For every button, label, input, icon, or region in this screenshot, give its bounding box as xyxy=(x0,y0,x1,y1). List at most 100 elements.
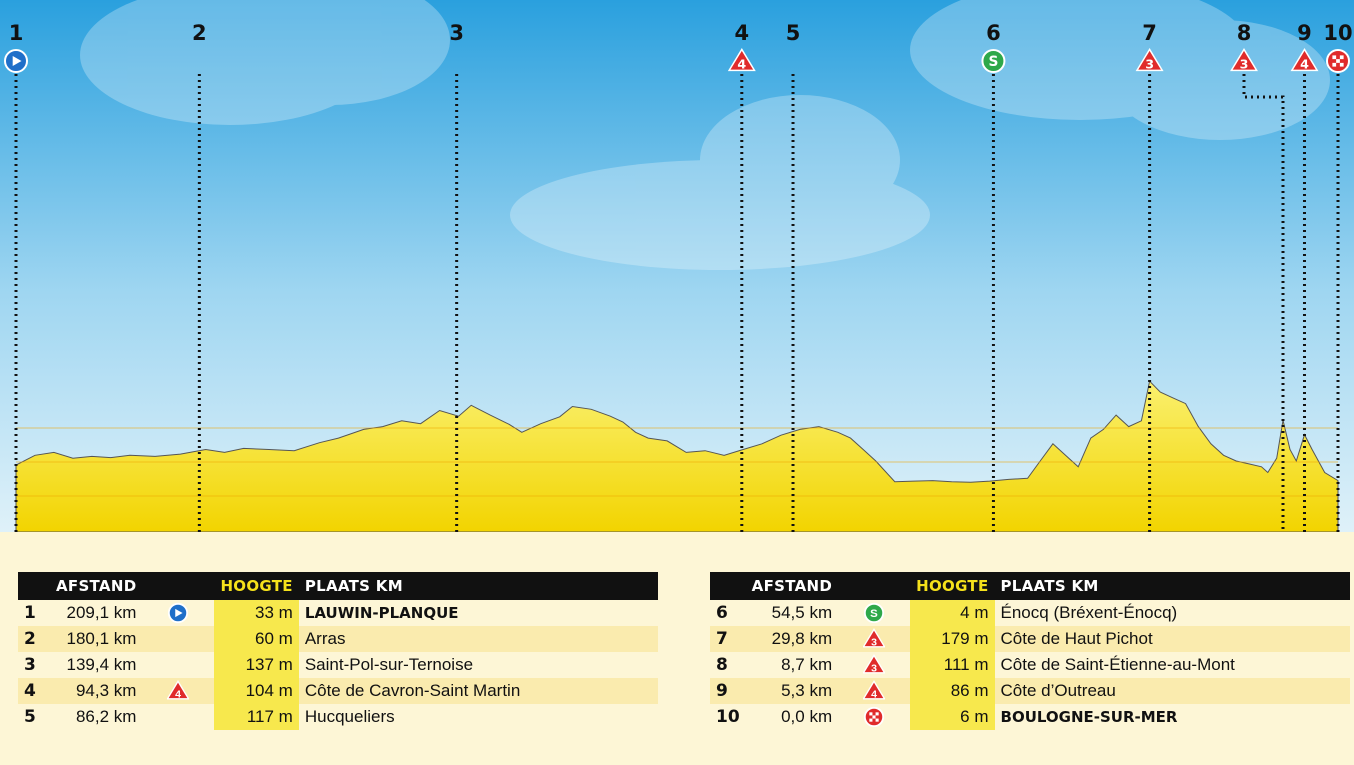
header-afstand: AFSTAND xyxy=(50,572,143,600)
climb-category-4-icon: 4 xyxy=(1290,48,1319,72)
svg-text:4: 4 xyxy=(871,688,877,700)
header-hoogte: HOOGTE xyxy=(910,572,995,600)
checkpoint-number: 7 xyxy=(710,626,746,652)
profile-marker-5: 5 xyxy=(786,21,801,532)
climb-category-3-icon: 3 xyxy=(863,654,886,674)
checkpoint-distance: 94,3 km xyxy=(50,678,143,704)
checkpoint-icon-cell: S xyxy=(838,600,911,626)
checkpoint-height: 4 m xyxy=(910,600,995,626)
checkpoint-height: 117 m xyxy=(214,704,299,730)
checkpoint-icon-cell xyxy=(838,704,911,730)
profile-marker-6: 6S xyxy=(981,21,1006,532)
checkpoint-icon-cell: 3 xyxy=(838,626,911,652)
checkpoint-number: 6 xyxy=(710,600,746,626)
header-plaats: PLAATS KM xyxy=(298,572,658,600)
checkpoint-icon-cell xyxy=(142,600,215,626)
checkpoint-number: 9 xyxy=(710,678,746,704)
checkpoint-distance: 180,1 km xyxy=(50,626,143,652)
marker-number: 6 xyxy=(986,21,1001,45)
profile-marker-4: 44 xyxy=(727,21,756,532)
table-row: 9 5,3 km 4 86 m Côte d’Outreau xyxy=(710,678,1350,704)
finish-flag-icon xyxy=(1326,49,1350,73)
climb-category-4-icon: 4 xyxy=(727,48,756,72)
table-row: 5 86,2 km 117 m Hucqueliers xyxy=(18,704,658,730)
start-icon xyxy=(168,602,189,624)
marker-number: 3 xyxy=(449,21,464,45)
climb-category-4-icon: 4 xyxy=(167,680,190,700)
clouds xyxy=(80,0,1330,270)
sprint-icon: S xyxy=(981,49,1006,73)
profile-marker-2: 2 xyxy=(192,21,207,532)
checkpoint-place: Énocq (Bréxent-Énocq) xyxy=(994,600,1350,626)
climb-category-3-icon: 3 xyxy=(863,628,886,648)
checkpoint-distance: 29,8 km xyxy=(745,626,839,652)
profile-base xyxy=(0,532,1354,545)
checkpoint-icon-cell xyxy=(142,704,215,730)
svg-text:4: 4 xyxy=(1300,57,1309,72)
marker-number: 1 xyxy=(9,21,24,45)
table-row: 3 139,4 km 137 m Saint-Pol-sur-Ternoise xyxy=(18,652,658,678)
checkpoint-distance: 139,4 km xyxy=(50,652,143,678)
marker-number: 10 xyxy=(1323,21,1352,45)
svg-text:4: 4 xyxy=(176,688,182,700)
start-icon xyxy=(4,49,28,73)
checkpoint-place: Saint-Pol-sur-Ternoise xyxy=(298,652,658,678)
checkpoint-height: 111 m xyxy=(910,652,995,678)
finish-flag-icon xyxy=(864,706,885,728)
table-row: 4 94,3 km 4 104 m Côte de Cavron-Saint Marti… xyxy=(18,678,658,704)
checkpoint-number: 1 xyxy=(18,600,50,626)
marker-number: 5 xyxy=(786,21,801,45)
checkpoint-place: Hucqueliers xyxy=(298,704,658,730)
checkpoint-height: 179 m xyxy=(910,626,995,652)
svg-text:3: 3 xyxy=(1145,57,1154,72)
header-afstand: AFSTAND xyxy=(745,572,839,600)
checkpoint-distance: 8,7 km xyxy=(745,652,839,678)
sprint-icon: S xyxy=(864,602,885,624)
checkpoint-height: 86 m xyxy=(910,678,995,704)
table-row: 6 54,5 km S 4 m Énocq (Bréxent-Énocq) xyxy=(710,600,1350,626)
table-row: 1 209,1 km 33 m LAUWIN-PLANQUE xyxy=(18,600,658,626)
climb-category-3-icon: 3 xyxy=(863,628,886,648)
climb-category-4-icon: 4 xyxy=(863,680,886,700)
profile-marker-9: 94 xyxy=(1290,21,1319,532)
svg-text:3: 3 xyxy=(871,636,877,648)
climb-category-3-icon: 3 xyxy=(1230,48,1258,72)
svg-text:S: S xyxy=(988,54,998,70)
marker-number: 7 xyxy=(1142,21,1157,45)
checkpoint-distance: 54,5 km xyxy=(745,600,839,626)
checkpoint-number: 3 xyxy=(18,652,50,678)
marker-number: 2 xyxy=(192,21,207,45)
svg-text:4: 4 xyxy=(737,57,746,72)
checkpoint-distance: 5,3 km xyxy=(745,678,839,704)
checkpoints-table-right: AFSTAND HOOGTE PLAATS KM 6 54,5 km S 4 m Éno… xyxy=(710,572,1350,730)
checkpoint-height: 104 m xyxy=(214,678,299,704)
checkpoint-distance: 0,0 km xyxy=(745,704,839,730)
finish-flag-icon xyxy=(864,706,885,728)
start-icon xyxy=(168,602,189,624)
profile-marker-10: 10 xyxy=(1323,21,1353,532)
table-row: 10 0,0 km 6 m BOULOGNE-SUR-MER xyxy=(710,704,1350,730)
checkpoint-place: Côte d’Outreau xyxy=(994,678,1350,704)
checkpoint-place: Arras xyxy=(298,626,658,652)
svg-text:3: 3 xyxy=(871,662,877,674)
climb-category-3-icon: 3 xyxy=(1135,48,1164,72)
profile-marker-3: 3 xyxy=(449,21,464,532)
climb-category-3-icon: 3 xyxy=(863,654,886,674)
checkpoint-height: 33 m xyxy=(214,600,299,626)
checkpoint-icon-cell xyxy=(142,652,215,678)
checkpoint-place: Côte de Cavron-Saint Martin xyxy=(298,678,658,704)
checkpoints-table-left: AFSTAND HOOGTE PLAATS KM 1 209,1 km 33 m LA… xyxy=(18,572,658,730)
checkpoint-icon-cell xyxy=(142,626,215,652)
checkpoint-number: 5 xyxy=(18,704,50,730)
checkpoint-height: 60 m xyxy=(214,626,299,652)
checkpoint-number: 8 xyxy=(710,652,746,678)
checkpoint-place: Côte de Saint-Étienne-au-Mont xyxy=(994,652,1350,678)
climb-category-4-icon: 4 xyxy=(863,680,886,700)
checkpoint-place: Côte de Haut Pichot xyxy=(994,626,1350,652)
profile-marker-1: 1 xyxy=(4,21,28,532)
checkpoint-height: 137 m xyxy=(214,652,299,678)
table-header: AFSTAND HOOGTE PLAATS KM xyxy=(18,572,658,600)
table-row: 2 180,1 km 60 m Arras xyxy=(18,626,658,652)
marker-line xyxy=(1242,74,1285,532)
